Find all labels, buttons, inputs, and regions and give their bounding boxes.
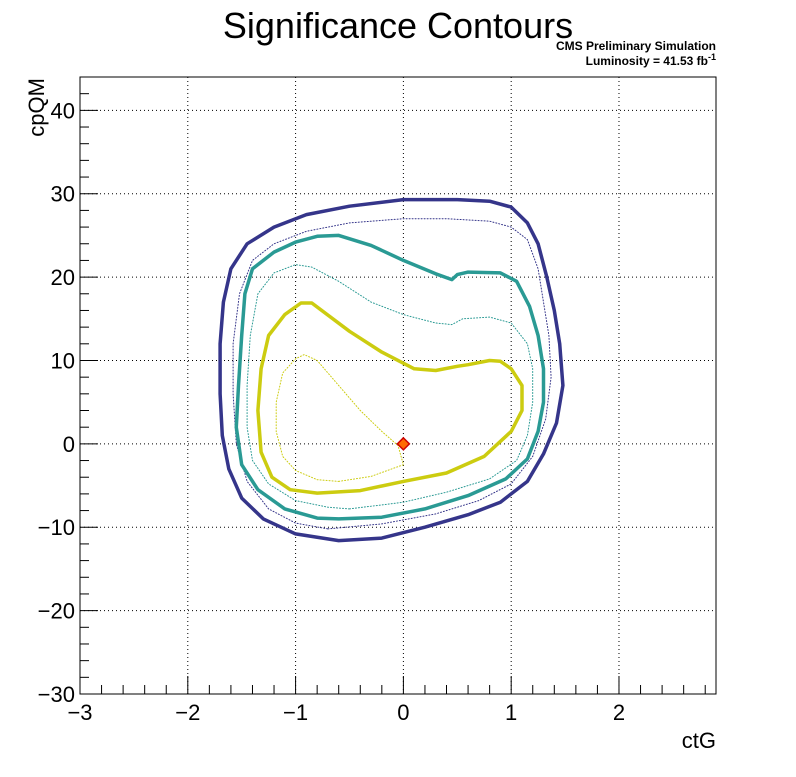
marker-layer bbox=[396, 436, 411, 451]
x-tick-label: −2 bbox=[175, 700, 200, 725]
y-tick-label: 20 bbox=[51, 265, 75, 290]
contour-outer-dotted bbox=[232, 218, 552, 530]
contour-middle-solid bbox=[234, 233, 546, 521]
luminosity-superscript: -1 bbox=[708, 52, 716, 62]
y-tick-label: −20 bbox=[38, 599, 75, 624]
subtitle-luminosity: Luminosity = 41.53 fb-1 bbox=[586, 52, 716, 68]
y-tick-label: 10 bbox=[51, 348, 75, 373]
contour-inner-solid bbox=[256, 301, 524, 495]
x-tick-label: 1 bbox=[505, 700, 517, 725]
y-tick-label: 40 bbox=[51, 98, 75, 123]
y-axis-label: cpQM bbox=[24, 78, 49, 137]
y-tick-label: 0 bbox=[63, 432, 75, 457]
contour-layer bbox=[218, 197, 565, 543]
contour-inner-dotted bbox=[275, 354, 404, 482]
plot-frame bbox=[79, 76, 717, 695]
y-tick-label: −30 bbox=[38, 682, 75, 707]
x-tick-label: 2 bbox=[613, 700, 625, 725]
x-axis-label: ctG bbox=[682, 728, 716, 753]
grid-layer bbox=[80, 77, 716, 694]
x-tick-label: 0 bbox=[397, 700, 409, 725]
subtitle-simulation: CMS Preliminary Simulation bbox=[556, 39, 716, 53]
x-tick-label: −3 bbox=[67, 700, 92, 725]
x-tick-label: −1 bbox=[283, 700, 308, 725]
luminosity-text: Luminosity = 41.53 fb bbox=[586, 54, 708, 68]
chart-title: Significance Contours bbox=[223, 5, 573, 46]
sm-point-marker bbox=[396, 436, 411, 451]
ticks-layer bbox=[79, 76, 706, 695]
y-tick-label: −10 bbox=[38, 515, 75, 540]
y-tick-label: 30 bbox=[51, 182, 75, 207]
contour-outer-solid bbox=[218, 197, 565, 543]
